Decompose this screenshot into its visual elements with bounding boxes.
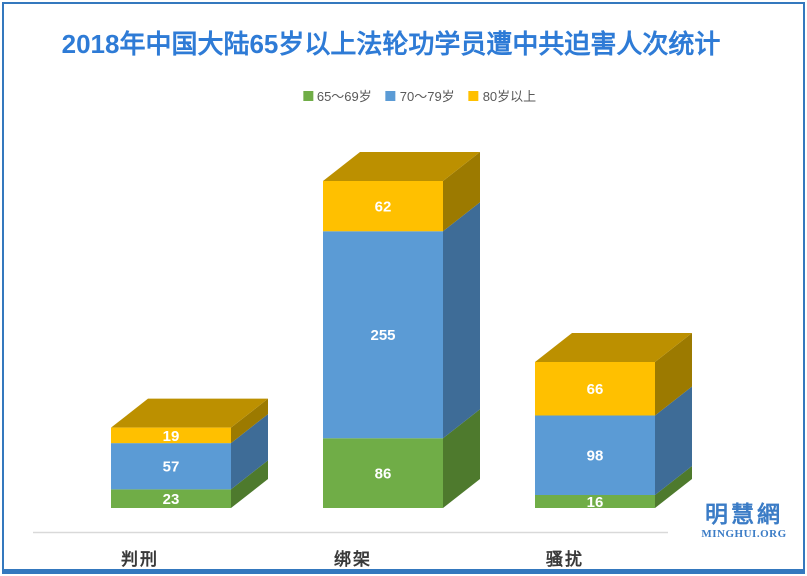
- bar-side-segment: [231, 414, 268, 490]
- category-label-sentenced: 判刑: [121, 550, 159, 569]
- legend-label: 80岁以上: [482, 89, 537, 104]
- bar-side-segment: [655, 332, 692, 416]
- bar-front-segment: [535, 361, 655, 416]
- bar-front-segment: [323, 438, 443, 508]
- bar-side-segment: [443, 409, 480, 508]
- bar-front-segment: [535, 495, 655, 508]
- category-label-harassed: 骚扰: [546, 550, 584, 569]
- bar-front-segment: [535, 415, 655, 496]
- value-label: 16: [587, 494, 604, 511]
- value-label: 57: [163, 459, 180, 476]
- bar-front-segment: [111, 427, 231, 444]
- category-label-abducted: 绑架: [334, 550, 372, 569]
- bar-front-segment: [323, 181, 443, 232]
- bar-top-face: [111, 398, 268, 428]
- legend-item-65-69: 65～69岁: [302, 86, 372, 105]
- bar-side-segment: [443, 202, 480, 439]
- chart-title: 2018年中国大陆65岁以上法轮功学员遭中共迫害人次统计: [61, 29, 721, 59]
- minghui-logo-cn: 明慧網: [705, 501, 783, 527]
- bar-top-face: [535, 332, 692, 362]
- legend-item-80plus: 80岁以上: [468, 86, 537, 105]
- value-label: 255: [370, 327, 395, 344]
- bar-side-segment: [655, 466, 692, 508]
- bar-top-face: [323, 152, 480, 181]
- bar-side-segment: [231, 460, 268, 508]
- value-label: 62: [375, 199, 392, 216]
- bar-front-segment: [111, 443, 231, 490]
- bar-side-segment: [655, 386, 692, 496]
- minghui-logo-en: MINGHUI.ORG: [701, 528, 787, 540]
- value-label: 19: [163, 428, 180, 445]
- bar-side-segment: [231, 398, 268, 444]
- bar-front-segment: [323, 231, 443, 439]
- value-label: 98: [587, 448, 604, 465]
- legend-swatch-blue: [385, 90, 396, 101]
- value-label: 66: [587, 381, 604, 398]
- bar-front-segment: [111, 489, 231, 508]
- legend-swatch-green: [302, 90, 313, 101]
- legend-label: 70～79岁: [399, 89, 455, 104]
- legend: 65～69岁 70～79岁 80岁以上: [296, 86, 543, 105]
- legend-label: 65～69岁: [316, 89, 372, 104]
- value-label: 23: [163, 491, 180, 508]
- bar-side-segment: [443, 152, 480, 232]
- value-label: 86: [375, 466, 392, 483]
- legend-item-70-79: 70～79岁: [385, 86, 455, 105]
- minghui-watermark: 明慧網 MINGHUI.ORG: [694, 503, 794, 540]
- legend-swatch-yellow: [468, 90, 479, 101]
